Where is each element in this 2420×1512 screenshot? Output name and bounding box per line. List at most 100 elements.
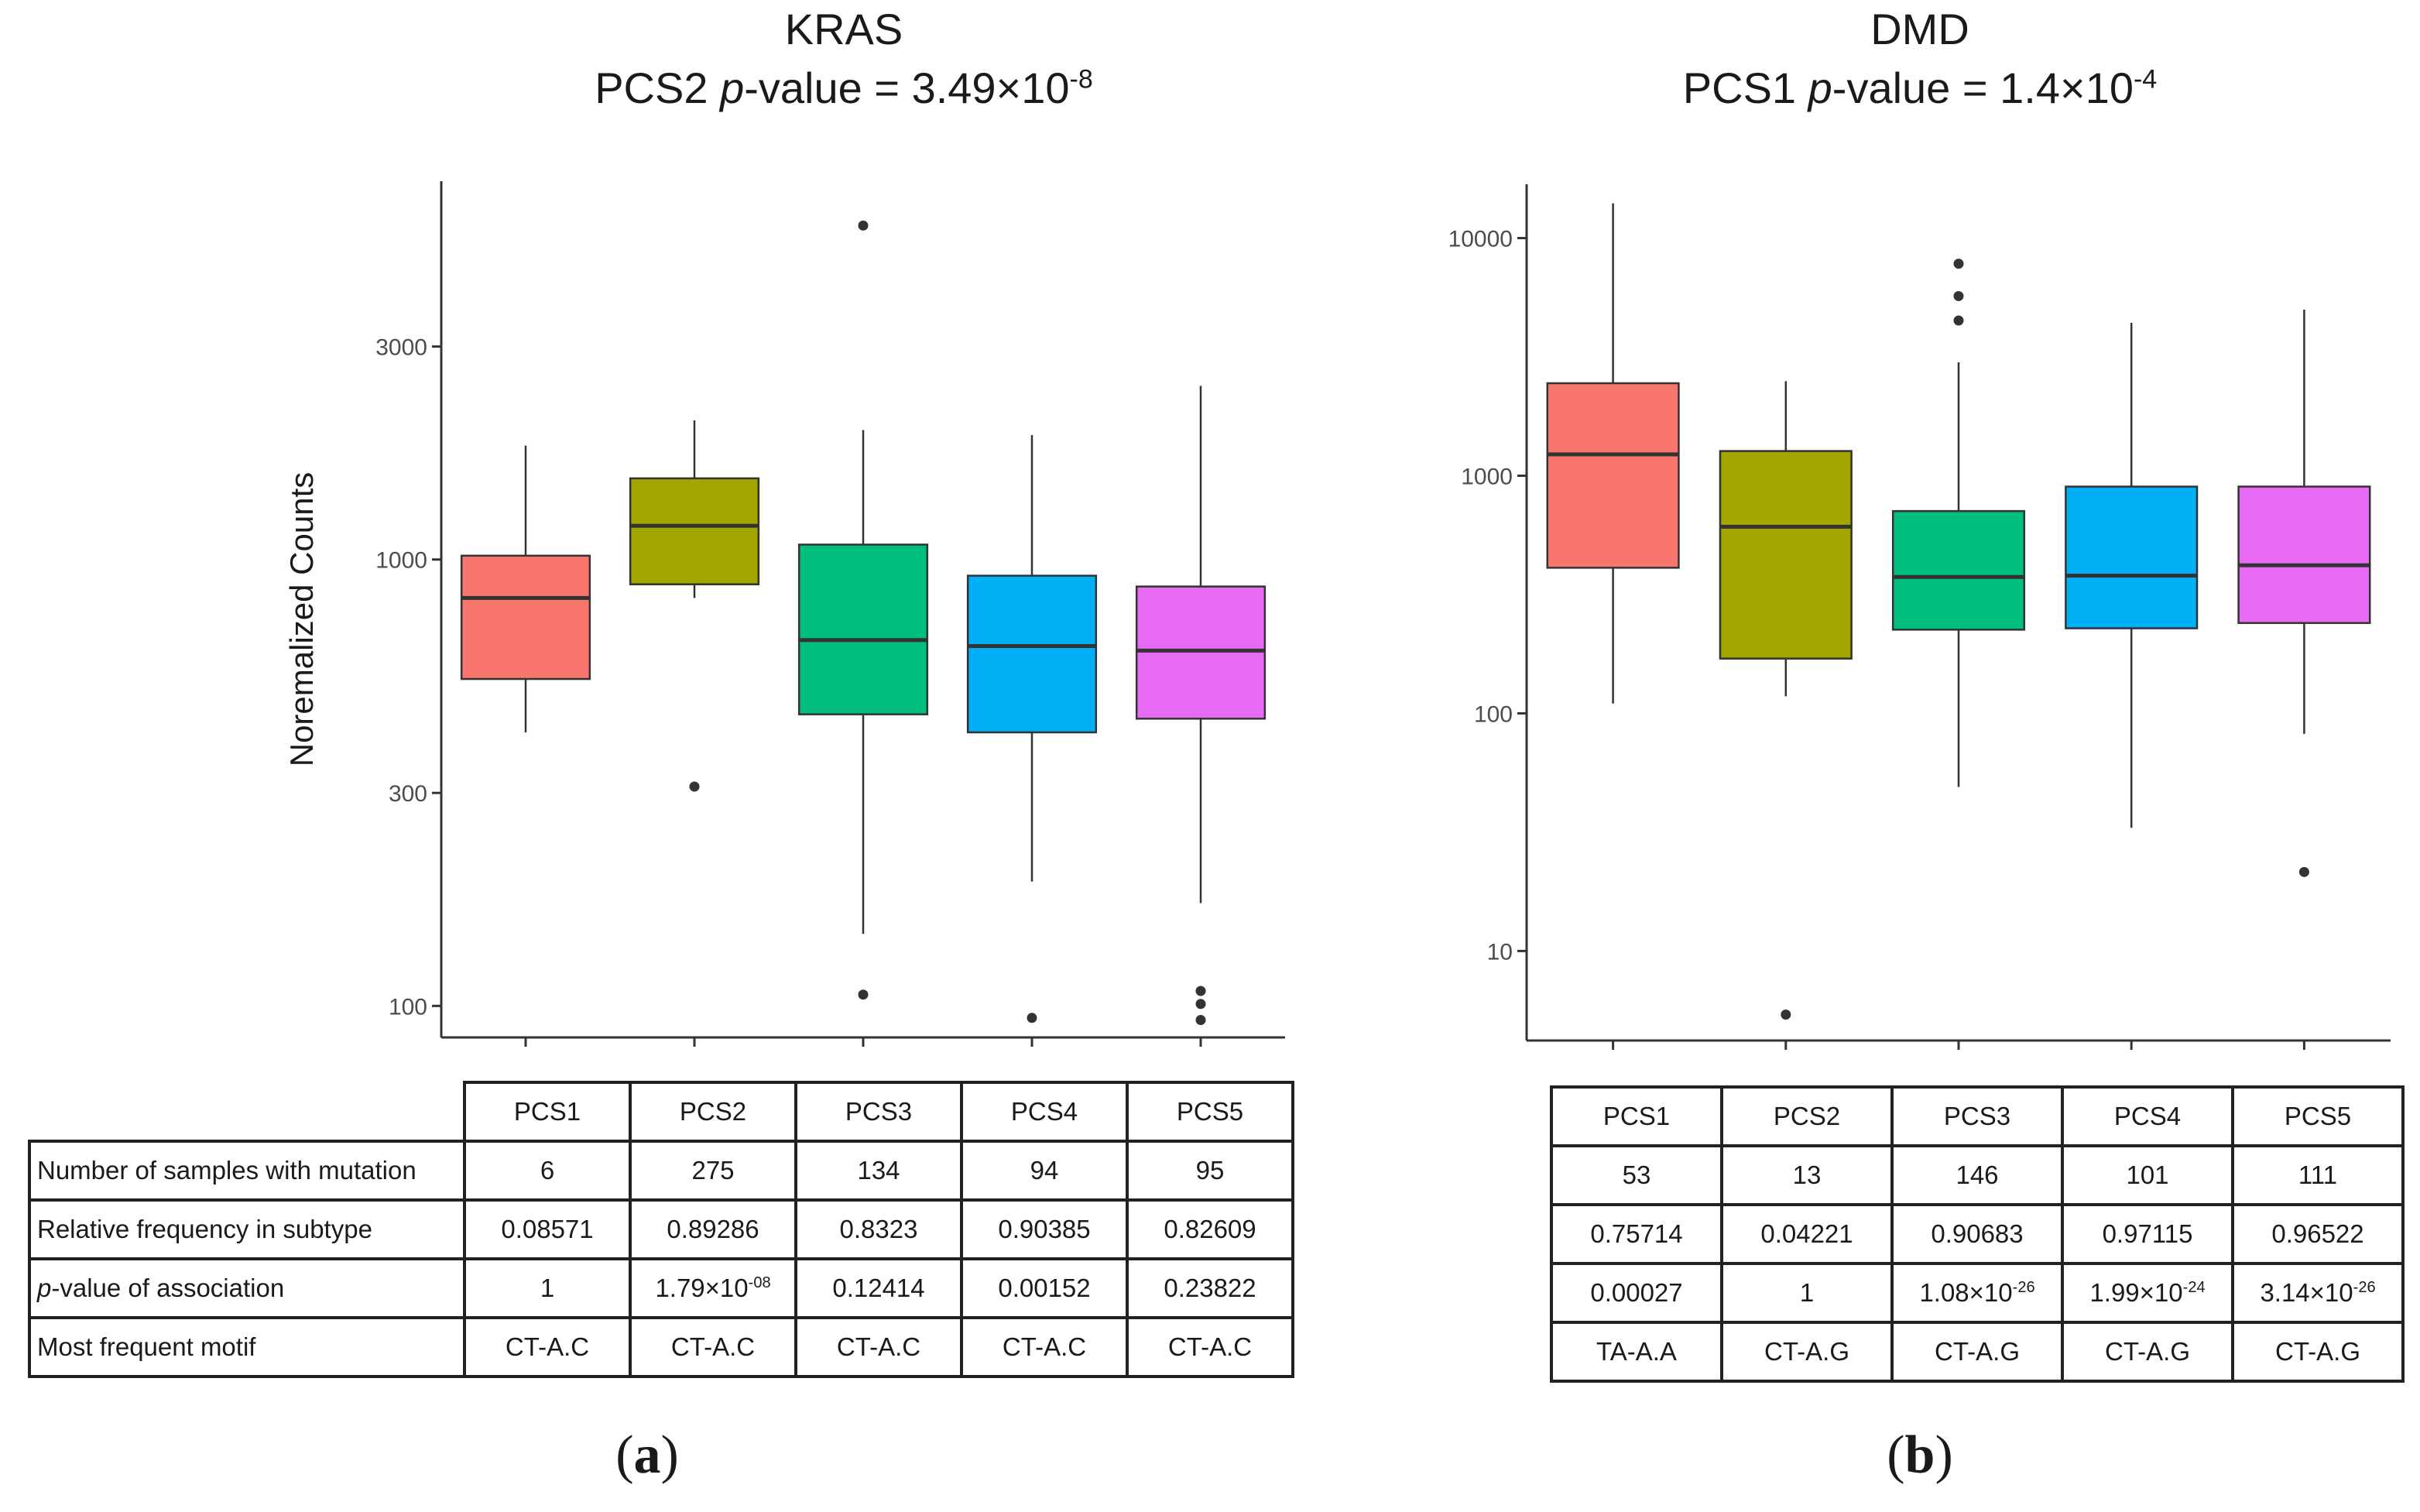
table-cell: 1.99×10-24 (2061, 1262, 2234, 1324)
title-pvalue: PCS1 p-value = 1.4×10-4 (1680, 59, 2160, 118)
table-cell: 111 (2231, 1144, 2405, 1206)
panel-label-letter: a (633, 1425, 661, 1485)
table-cell: CT-A.G (1890, 1321, 2064, 1383)
title-exp: -4 (2133, 64, 2158, 94)
y-axis-label: Noremalized Counts (283, 471, 320, 767)
table-cell: CT-A.C (629, 1316, 797, 1378)
table-header-row: PCS1 PCS2 PCS3 PCS4 PCS5 (1550, 1085, 2405, 1147)
panel-label-open: ( (615, 1425, 634, 1485)
title-prefix: PCS1 (1682, 63, 1808, 112)
table-cell: CT-A.C (960, 1316, 1129, 1378)
table-cell: 146 (1890, 1144, 2064, 1206)
table-cell: 1 (1720, 1262, 1894, 1324)
cell-mantissa: 1.79×10 (655, 1274, 749, 1302)
box-pcs3 (1891, 509, 2026, 631)
y-tick-label: 10 (1487, 939, 1513, 965)
table-cell: CT-A.C (463, 1316, 632, 1378)
table-cell: 134 (794, 1140, 963, 1202)
panel-a: KRAS PCS2 p-value = 3.49×10-8 100 300 1000… (28, 0, 1294, 1485)
table-cell: 53 (1550, 1144, 1723, 1206)
table-cell: 0.23822 (1126, 1257, 1294, 1319)
table-cell: 0.04221 (1720, 1203, 1894, 1265)
outlier-point (689, 781, 700, 792)
table-header: PCS4 (960, 1081, 1129, 1143)
table-row: 0.00027 1 1.08×10-26 1.99×10-24 3.14×10-… (1550, 1262, 2405, 1324)
box-pcs2 (629, 477, 760, 585)
outlier-point (1953, 315, 1964, 326)
table-corner (29, 1082, 466, 1143)
outlier-point (858, 220, 869, 231)
outlier-point (1781, 1009, 1791, 1020)
title-mid: -value = 1.4×10 (1832, 63, 2134, 112)
table-row: p-value of association 1 1.79×10-08 0.12… (28, 1257, 1294, 1319)
table-cell: CT-A.G (1720, 1321, 1894, 1383)
table-cell: 0.89286 (629, 1198, 797, 1260)
cell-exponent: -26 (2353, 1279, 2376, 1296)
table-cell: 0.8323 (794, 1198, 963, 1260)
table-header: PCS1 (1550, 1085, 1723, 1147)
cell-exponent: -24 (2182, 1279, 2206, 1296)
table-cell: 275 (629, 1140, 797, 1202)
panel-label-close: ) (660, 1425, 679, 1485)
table-cell: 1.79×10-08 (629, 1257, 797, 1319)
box-pcs2 (1719, 450, 1853, 660)
title-prefix: PCS2 (595, 63, 721, 112)
table-header: PCS3 (1890, 1085, 2064, 1147)
stats-table-dmd: PCS1 PCS2 PCS3 PCS4 PCS5 53 13 146 101 1… (1550, 1085, 2405, 1383)
table-cell: 0.00027 (1550, 1262, 1723, 1324)
row-label-italic: p (37, 1274, 52, 1302)
panel-b: DMD PCS1 p-value = 1.4×10-4 10 100 1000 100… (1424, 0, 2420, 1512)
table-cell: 0.12414 (794, 1257, 963, 1319)
table-row: Number of samples with mutation 6 275 13… (28, 1140, 1294, 1202)
chart-title-kras: KRAS PCS2 p-value = 3.49×10-8 (495, 0, 1192, 118)
panel-label-b: (b) (1842, 1425, 1997, 1486)
outlier-point (1953, 290, 1964, 301)
cell-mantissa: 1.99×10 (2089, 1278, 2183, 1307)
table-header: PCS5 (1126, 1081, 1294, 1143)
row-label: Number of samples with mutation (28, 1140, 466, 1202)
boxplot-kras: 100 300 1000 3000 (375, 181, 1285, 1047)
outlier-point (2298, 866, 2309, 877)
table-cell: 1 (463, 1257, 632, 1319)
table-cell: 0.90385 (960, 1198, 1129, 1260)
y-tick-label: 300 (389, 781, 427, 807)
table-cell: 0.08571 (463, 1198, 632, 1260)
table-cell: CT-A.C (794, 1316, 963, 1378)
boxplot-dmd: 10 100 1000 10000 (1448, 184, 2391, 1050)
table-cell: 101 (2061, 1144, 2234, 1206)
y-tick-label: 1000 (1461, 464, 1513, 489)
table-row: 53 13 146 101 111 (1550, 1144, 2405, 1206)
table-cell: TA-A.A (1550, 1321, 1723, 1383)
cell-exponent: -08 (748, 1274, 771, 1291)
cell-mantissa: 3.14×10 (2260, 1278, 2353, 1307)
table-row: Relative frequency in subtype 0.08571 0.… (28, 1198, 1294, 1260)
table-header-row: PCS1 PCS2 PCS3 PCS4 PCS5 (29, 1081, 1294, 1143)
chart-title-dmd: DMD PCS1 p-value = 1.4×10-4 (1680, 0, 2160, 118)
row-label: p-value of association (28, 1257, 466, 1319)
table-cell: CT-A.C (1126, 1316, 1294, 1378)
table-header: PCS2 (629, 1081, 797, 1143)
box-pcs3 (797, 543, 929, 715)
table-cell: 0.97115 (2061, 1203, 2234, 1265)
title-gene: KRAS (784, 5, 903, 53)
table-row: 0.75714 0.04221 0.90683 0.97115 0.96522 (1550, 1203, 2405, 1265)
title-exp: -8 (1069, 64, 1093, 94)
table-cell: CT-A.G (2231, 1321, 2405, 1383)
table-cell: 0.00152 (960, 1257, 1129, 1319)
outlier-point (1195, 1014, 1206, 1025)
table-cell: 0.75714 (1550, 1203, 1723, 1265)
outlier-point (858, 989, 869, 1000)
row-label: Relative frequency in subtype (28, 1198, 466, 1260)
title-p-italic: p (720, 63, 745, 112)
table-cell: 95 (1126, 1140, 1294, 1202)
cell-exponent: -26 (2012, 1279, 2035, 1296)
box-pcs1 (1546, 382, 1680, 569)
box-pcs5 (2237, 485, 2371, 624)
panel-label-open: ( (1887, 1425, 1905, 1485)
table-header: PCS2 (1720, 1085, 1894, 1147)
table-header: PCS3 (794, 1081, 963, 1143)
y-tick-label: 100 (389, 994, 427, 1020)
panel-label-close: ) (1935, 1425, 1953, 1485)
row-label: Most frequent motif (28, 1316, 466, 1378)
outlier-point (1953, 259, 1964, 269)
